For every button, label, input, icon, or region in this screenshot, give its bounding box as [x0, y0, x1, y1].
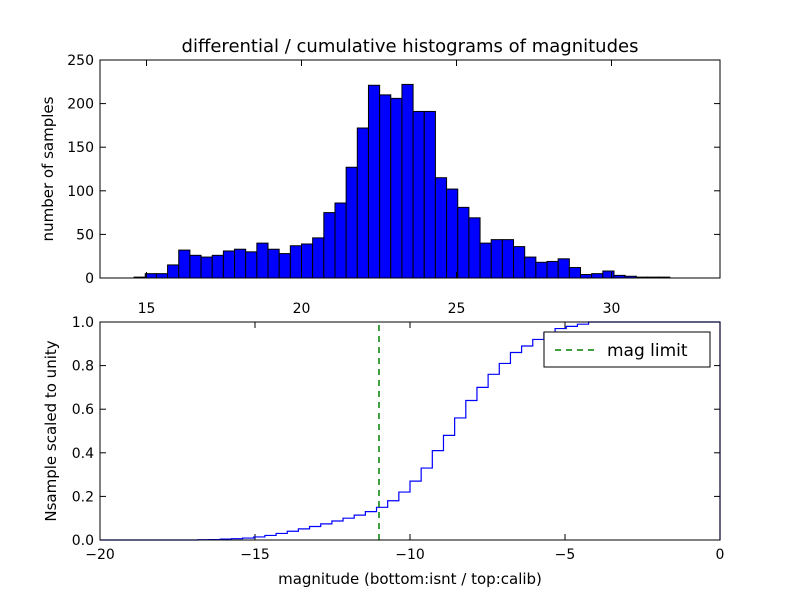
histogram-bar — [155, 273, 169, 279]
histogram-bars — [133, 83, 671, 279]
histogram-bar — [446, 188, 459, 279]
bottom-y-tick-label: 0.0 — [72, 533, 94, 549]
top-y-tick-label: 100 — [67, 184, 94, 200]
bottom-x-tick-label: 0 — [716, 547, 725, 563]
histogram-bar — [323, 212, 336, 279]
histogram-bar — [178, 249, 191, 279]
histogram-bar — [312, 237, 325, 279]
histogram-bar — [602, 270, 615, 279]
top-plot-frame — [99, 59, 721, 279]
bottom-x-tick-label: −10 — [395, 547, 425, 563]
histogram-bar — [200, 256, 213, 279]
histogram-bar — [390, 97, 403, 279]
bottom-y-tick-label: 0.8 — [72, 359, 94, 375]
histogram-bar — [245, 251, 258, 279]
top-y-tick-label: 150 — [67, 140, 94, 156]
histogram-bar — [401, 83, 414, 279]
top-y-tick-label: 250 — [67, 53, 94, 69]
top-histogram-panel: differential / cumulative histograms of … — [39, 36, 721, 317]
bottom-cumulative-panel: Nsample scaled to unity magnitude (botto… — [42, 315, 724, 588]
chart-title: differential / cumulative histograms of … — [182, 36, 639, 57]
histogram-bar — [412, 110, 425, 279]
top-x-tick-label: 20 — [293, 301, 311, 317]
bottom-plot-frame — [99, 321, 721, 541]
histogram-bar — [334, 202, 347, 279]
histogram-bar — [345, 166, 358, 279]
histogram-bar — [468, 217, 481, 279]
histogram-bar — [234, 248, 247, 279]
top-x-tick-label: 25 — [448, 301, 466, 317]
histogram-bar — [211, 254, 224, 279]
histogram-bar — [580, 274, 593, 279]
bottom-lines — [100, 321, 721, 541]
histogram-bar — [278, 253, 291, 279]
histogram-bar — [490, 239, 503, 279]
bottom-x-tick-label: −20 — [85, 547, 115, 563]
histogram-bar — [557, 258, 570, 279]
histogram-bar — [513, 246, 526, 279]
histogram-bar — [546, 260, 559, 279]
histogram-bar — [356, 127, 369, 279]
top-y-tick-label: 50 — [76, 227, 94, 243]
top-x-ticks: 15 20 25 30 — [138, 60, 621, 317]
histogram-bar — [222, 250, 236, 279]
cumulative-step-line — [100, 321, 721, 541]
histogram-bar — [591, 273, 604, 279]
histogram-bar — [189, 254, 202, 279]
bottom-y-ticks: 0.0 0.2 0.4 0.6 0.8 1.0 — [72, 315, 720, 549]
top-y-tick-label: 200 — [67, 97, 94, 113]
bottom-x-tick-label: −15 — [240, 547, 270, 563]
histogram-bar — [434, 177, 448, 279]
histogram-bar — [423, 110, 436, 279]
histogram-bar — [568, 267, 582, 279]
histogram-bar — [256, 242, 269, 279]
histogram-bar — [289, 245, 302, 279]
histogram-bar — [479, 242, 492, 279]
top-y-axis-label: number of samples — [39, 96, 57, 241]
histogram-bar — [501, 239, 515, 279]
top-y-tick-label: 0 — [85, 271, 94, 287]
bottom-y-tick-label: 0.2 — [72, 489, 94, 505]
bottom-y-tick-label: 0.6 — [72, 402, 94, 418]
histogram-bar — [457, 206, 470, 279]
histogram-bar — [535, 261, 548, 279]
bottom-y-tick-label: 1.0 — [72, 315, 94, 331]
top-x-tick-label: 15 — [138, 301, 156, 317]
histogram-bar — [379, 94, 392, 279]
top-x-tick-label: 30 — [603, 301, 621, 317]
histogram-bar — [267, 248, 280, 279]
histogram-bar — [301, 243, 314, 279]
bottom-x-tick-label: −5 — [555, 547, 576, 563]
histogram-bar — [524, 256, 537, 279]
histogram-bar — [367, 84, 381, 279]
bottom-y-tick-label: 0.4 — [72, 446, 94, 462]
legend-mag-limit-label: mag limit — [607, 341, 688, 361]
histogram-bar — [167, 264, 180, 279]
bottom-y-axis-label: Nsample scaled to unity — [42, 340, 60, 521]
bottom-x-axis-label: magnitude (bottom:isnt / top:calib) — [278, 570, 542, 588]
legend: mag limit — [543, 331, 711, 368]
